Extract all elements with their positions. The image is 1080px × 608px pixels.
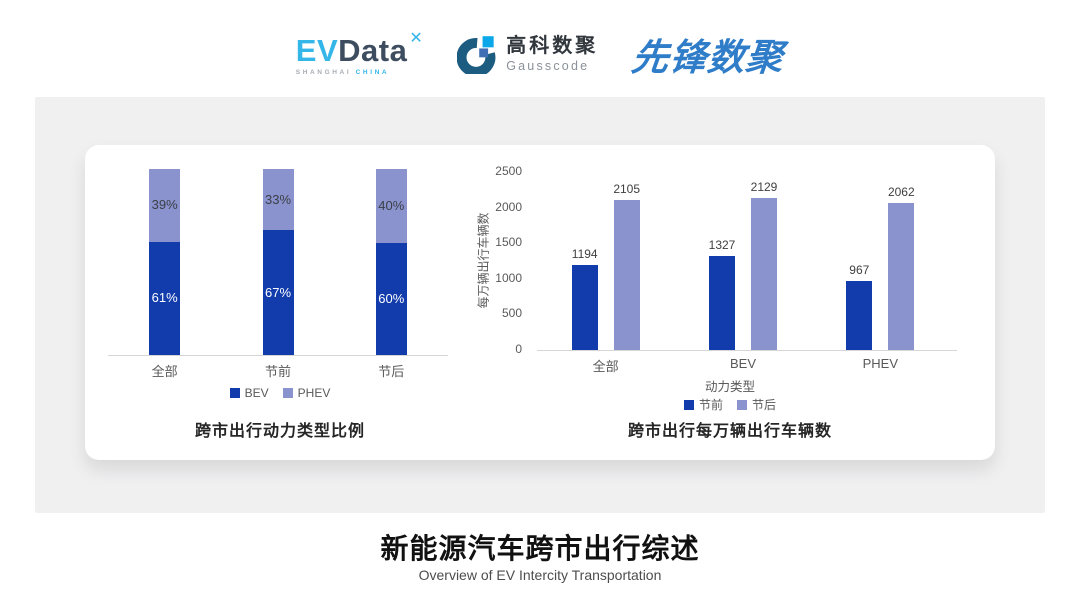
evdata-china-text: CHINA [355, 69, 390, 77]
segment-value-label: 39% [151, 197, 178, 213]
evdata-shanghai-text: SHANGHAI [295, 69, 352, 77]
stacked-bar-segment-全部-PHEV [149, 169, 181, 242]
evdata-wordmark: EVData ✕ [295, 30, 424, 69]
category-label-BEV: BEV [729, 356, 756, 371]
stacked-bar-segment-节前-PHEV [262, 169, 294, 231]
logo-bar: EVData ✕ SHANGHAI CHINA 高科数聚 Gausscode 先锋… [0, 22, 1080, 86]
grouped-bar-plot: 每万辆出行车辆数 0 500 1000 1500 2000 2500 1194 2105 全部 1… [465, 145, 995, 460]
segment-value-label: 67% [264, 284, 292, 300]
page-title: 新能源汽车跨市出行综述 [380, 533, 700, 564]
stacked-bar-plot: 61% 39% 全部 67% 33% 节前 60% 40% 节后 [95, 145, 465, 460]
legend-label: BEV [244, 386, 269, 400]
legend-label: 节前 [698, 398, 723, 412]
evdata-ev-text: EV [295, 33, 339, 69]
trips-per-10k-chart: 每万辆出行车辆数 0 500 1000 1500 2000 2500 1194 2105 全部 1… [465, 145, 995, 460]
stacked-bar-segment-节前-BEV [262, 230, 294, 355]
left-x-axis-line [108, 355, 448, 356]
category-label-PHEV: PHEV [862, 356, 898, 371]
gausscode-text: 高科数聚 Gausscode [506, 35, 598, 73]
left-chart-title: 跨市出行动力类型比例 [194, 423, 365, 440]
bar-value-label: 2129 [750, 180, 778, 195]
gausscode-en-text: Gausscode [506, 59, 590, 73]
legend-label: PHEV [297, 386, 331, 400]
grouped-bar-BEV-节前 [709, 255, 735, 350]
segment-value-label: 40% [378, 198, 405, 214]
y-tick-0: 0 [515, 342, 522, 356]
charts-panel: 61% 39% 全部 67% 33% 节前 60% 40% 节后 BEV PHEV 跨市出行动力类… [35, 97, 1045, 513]
gausscode-g-icon [457, 36, 496, 74]
charts-card: 61% 39% 全部 67% 33% 节前 60% 40% 节后 BEV PHEV 跨市出行动力类… [85, 145, 995, 460]
legend-item-节前: 节前 [683, 396, 723, 413]
legend-swatch-icon [683, 399, 694, 410]
bar-value-label: 1194 [571, 247, 598, 261]
evdata-data-text: Data [338, 33, 408, 69]
legend-swatch-icon [737, 399, 747, 410]
stacked-bar-segment-节后-BEV [375, 243, 407, 355]
category-label-节后: 节后 [378, 364, 405, 379]
grouped-bar-PHEV-节前 [846, 281, 873, 350]
power-type-ratio-chart: 61% 39% 全部 67% 33% 节前 60% 40% 节后 BEV PHEV 跨市出行动力类… [95, 145, 465, 460]
bar-value-label: 2105 [613, 182, 641, 197]
right-chart-title: 跨市出行每万辆出行车辆数 [627, 423, 832, 440]
bar-value-label: 2062 [887, 185, 915, 200]
stacked-bar-segment-节后-PHEV [375, 169, 407, 244]
category-label-全部: 全部 [592, 359, 619, 374]
left-chart-legend: BEV PHEV [95, 386, 465, 400]
right-y-axis-title: 每万辆出行车辆数 [476, 212, 491, 309]
y-tick-1000: 1000 [495, 270, 522, 285]
xianfeng-logo: 先锋数聚 [629, 37, 787, 78]
category-label-全部: 全部 [151, 364, 178, 379]
evdata-logo: EVData ✕ SHANGHAI CHINA [296, 31, 423, 77]
segment-value-label: 60% [378, 291, 405, 307]
segment-value-label: 33% [264, 191, 292, 207]
segment-value-label: 61% [151, 290, 178, 306]
right-chart-legend: 节前 节后 [465, 396, 995, 413]
bar-value-label: 967 [849, 263, 870, 278]
right-x-axis-title: 动力类型 [704, 380, 755, 394]
y-tick-1500: 1500 [495, 235, 522, 250]
legend-item-BEV: BEV [229, 386, 269, 400]
legend-item-节后: 节后 [737, 396, 776, 413]
bar-value-label: 1327 [708, 237, 736, 252]
legend-item-PHEV: PHEV [282, 386, 331, 400]
legend-swatch-icon [229, 388, 240, 398]
grouped-bar-全部-节后 [613, 200, 640, 350]
gausscode-logo: 高科数聚 Gausscode [457, 34, 598, 74]
y-tick-2000: 2000 [495, 199, 522, 214]
grouped-bar-BEV-节后 [751, 198, 777, 350]
y-tick-2500: 2500 [495, 164, 522, 178]
page-subtitle: Overview of EV Intercity Transportation [418, 567, 662, 583]
category-label-节前: 节前 [264, 364, 291, 379]
legend-swatch-icon [282, 388, 293, 398]
right-x-axis-line [537, 350, 957, 351]
gausscode-cn-text: 高科数聚 [506, 35, 599, 57]
stacked-bar-segment-全部-BEV [149, 241, 181, 355]
legend-label: 节后 [752, 398, 777, 412]
grouped-bar-PHEV-节后 [888, 203, 915, 350]
x-star-icon: ✕ [409, 30, 424, 48]
evdata-subtext: SHANGHAI CHINA [296, 70, 423, 77]
y-tick-500: 500 [501, 306, 522, 321]
grouped-bar-全部-节前 [571, 265, 598, 350]
